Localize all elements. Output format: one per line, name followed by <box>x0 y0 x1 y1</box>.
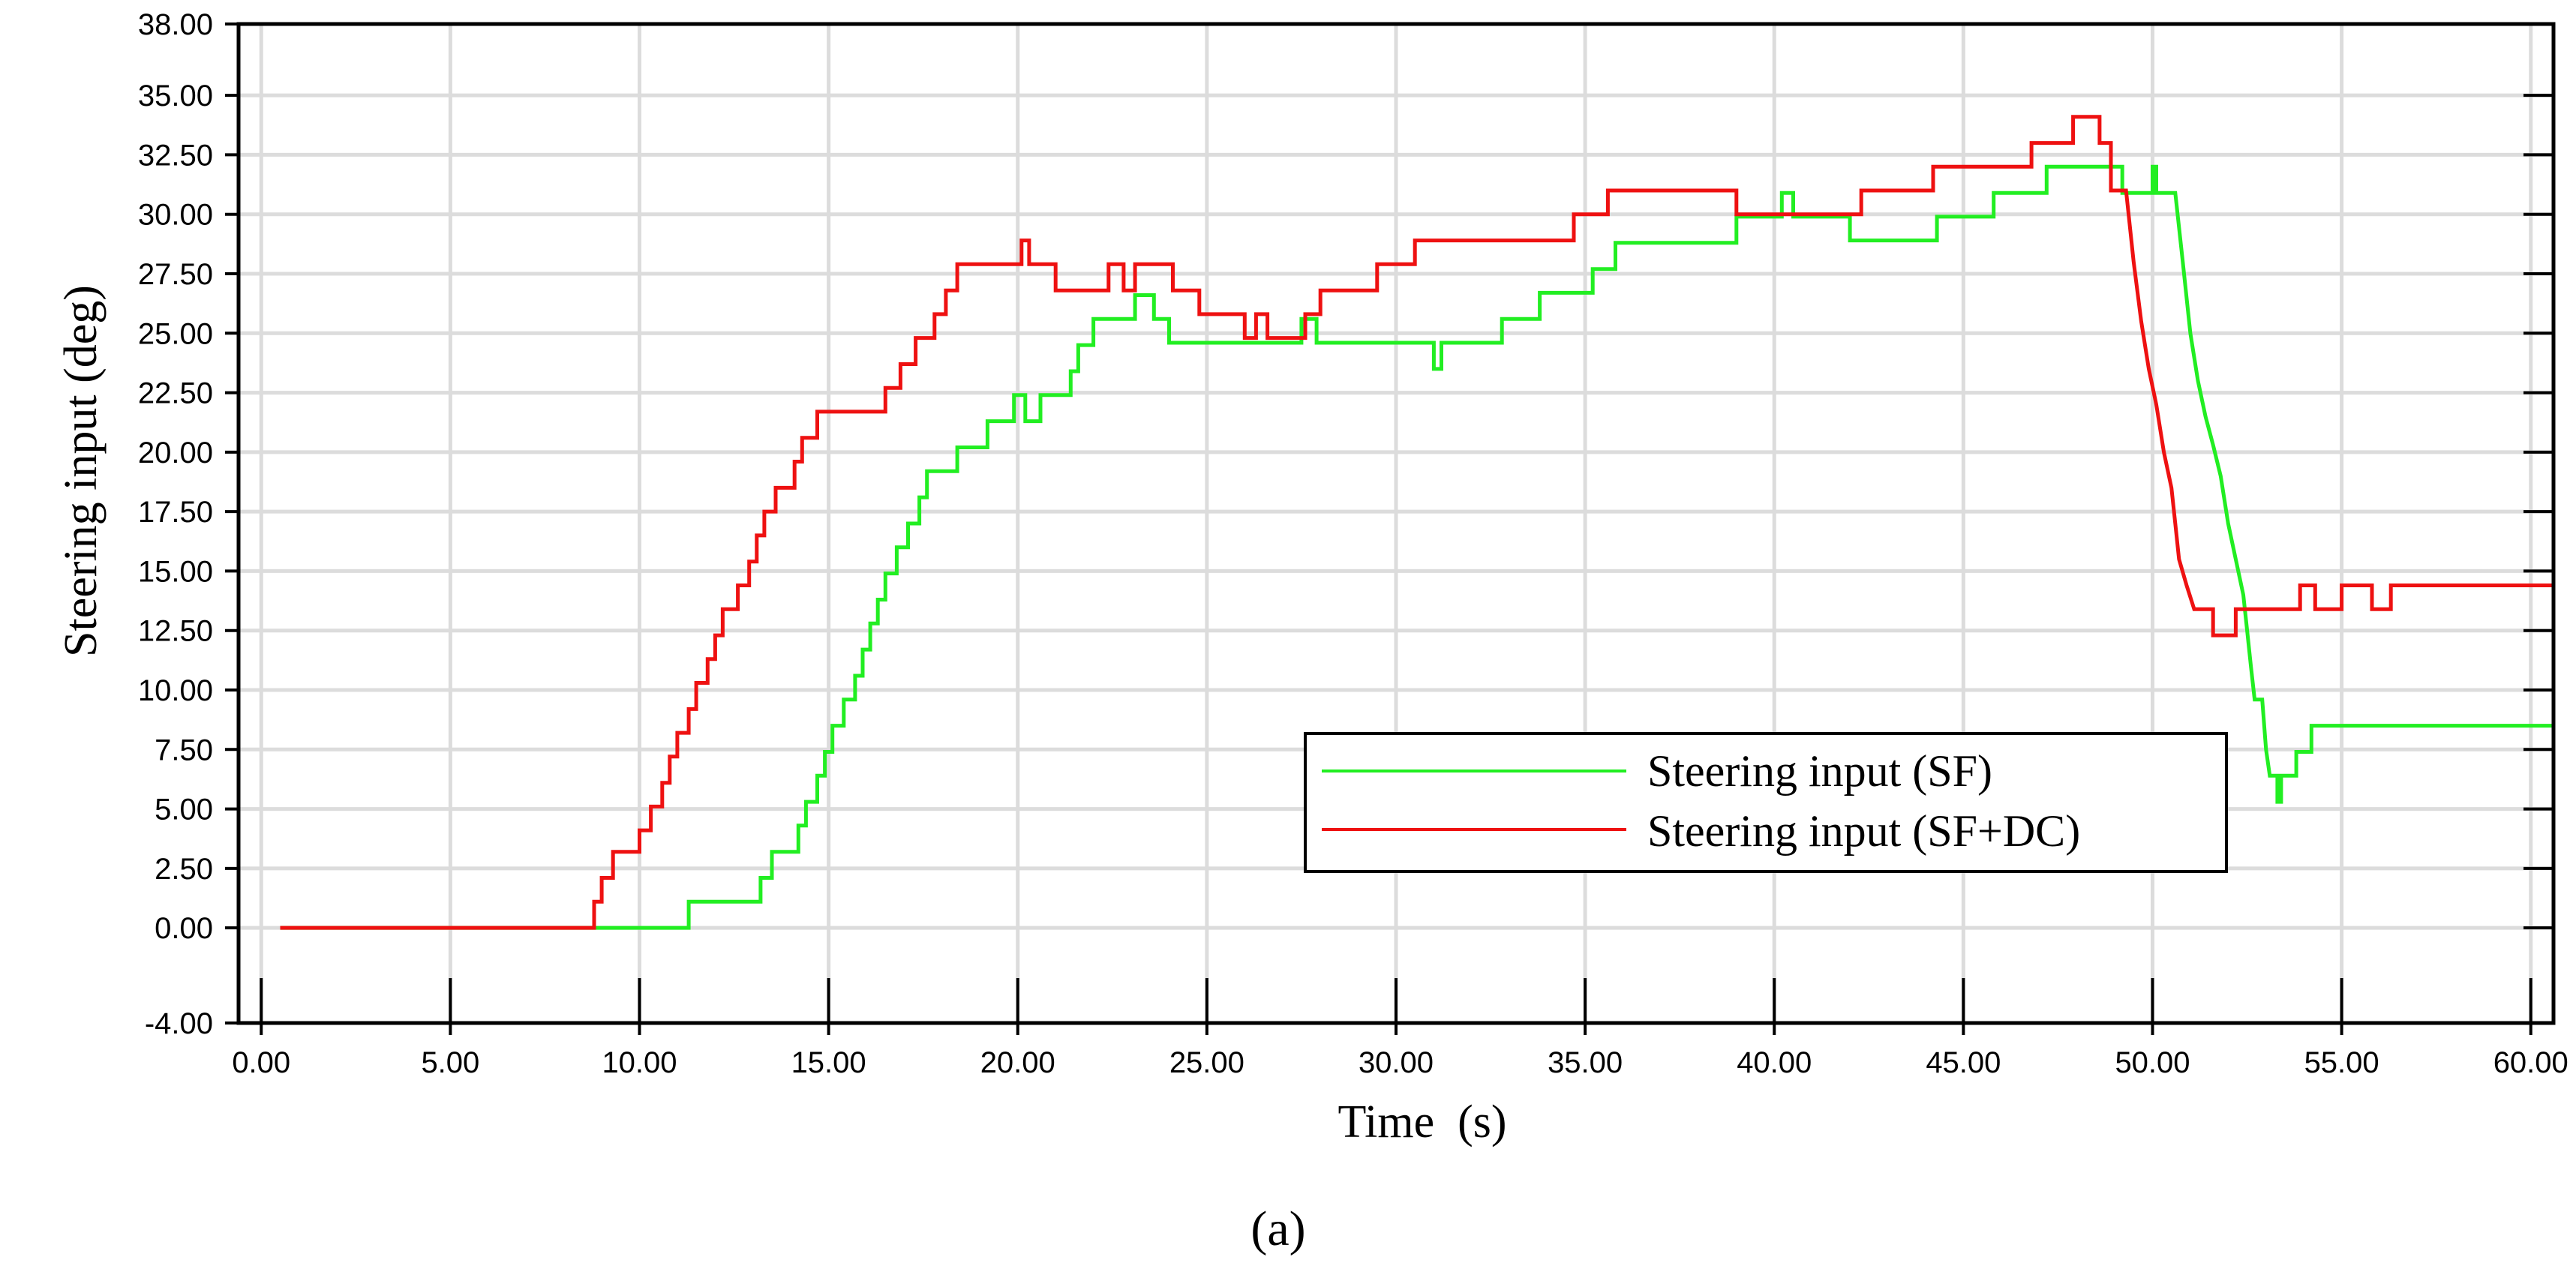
legend: Steering input (SF) Steering input (SF+D… <box>1304 732 2228 873</box>
x-tick-label-10: 50.00 <box>2115 1046 2190 1079</box>
y-tick-label-5: 10.00 <box>138 674 213 707</box>
y-tick-label-2: 2.50 <box>155 853 213 886</box>
figure-caption: (a) <box>1250 1202 1305 1256</box>
y-tick-label-12: 27.50 <box>138 258 213 291</box>
x-tick-label-3: 15.00 <box>791 1046 866 1079</box>
y-tick-label-4: 7.50 <box>155 734 213 766</box>
x-tick-label-4: 20.00 <box>980 1046 1055 1079</box>
series-line-sf-dc <box>280 115 2553 930</box>
x-tick-label-7: 35.00 <box>1548 1046 1623 1079</box>
x-tick-label-9: 45.00 <box>1926 1046 2001 1079</box>
y-tick-label-6: 12.50 <box>138 615 213 648</box>
x-tick-label-5: 25.00 <box>1169 1046 1244 1079</box>
y-tick-label-14: 32.50 <box>138 139 213 172</box>
grid-lines <box>239 24 2553 1023</box>
legend-label-sf: Steering input (SF) <box>1647 746 1992 796</box>
x-tick-label-2: 10.00 <box>602 1046 677 1079</box>
y-tick-label-3: 5.00 <box>155 794 213 826</box>
y-tick-label-7: 15.00 <box>138 555 213 588</box>
series-line-sf <box>280 164 2553 930</box>
y-tick-label-11: 25.00 <box>138 317 213 350</box>
x-tick-label-8: 40.00 <box>1737 1046 1812 1079</box>
y-axis-title: Steering input (deg) <box>56 285 107 657</box>
y-tick-label-13: 30.00 <box>138 199 213 232</box>
y-tick-labels: -4.00 0.00 2.50 5.00 7.50 10.00 12.50 15.00 17.5… <box>138 8 213 1040</box>
x-axis-title: Time (s) <box>1338 1096 1506 1148</box>
legend-label-sf-dc: Steering input (SF+DC) <box>1647 806 2080 856</box>
y-tick-label-10: 22.50 <box>138 377 213 410</box>
y-tick-label-15: 35.00 <box>138 80 213 112</box>
y-tick-label-8: 17.50 <box>138 496 213 529</box>
x-tick-label-0: 0.00 <box>232 1046 290 1079</box>
legend-box <box>1304 732 2228 873</box>
y-tick-label-0: -4.00 <box>145 1007 213 1040</box>
y-tick-label-16: 38.00 <box>138 8 213 41</box>
x-tick-label-1: 5.00 <box>421 1046 479 1079</box>
series-lines <box>280 115 2553 930</box>
axis-ticks <box>225 22 2553 1035</box>
x-tick-label-12: 60.00 <box>2493 1046 2568 1079</box>
x-tick-label-11: 55.00 <box>2304 1046 2379 1079</box>
x-tick-label-6: 30.00 <box>1359 1046 1434 1079</box>
y-tick-label-9: 20.00 <box>138 436 213 470</box>
y-tick-label-1: 0.00 <box>155 912 213 945</box>
x-tick-labels: 0.00 5.00 10.00 15.00 20.00 25.00 30.00 35.00 40… <box>232 1046 2568 1079</box>
